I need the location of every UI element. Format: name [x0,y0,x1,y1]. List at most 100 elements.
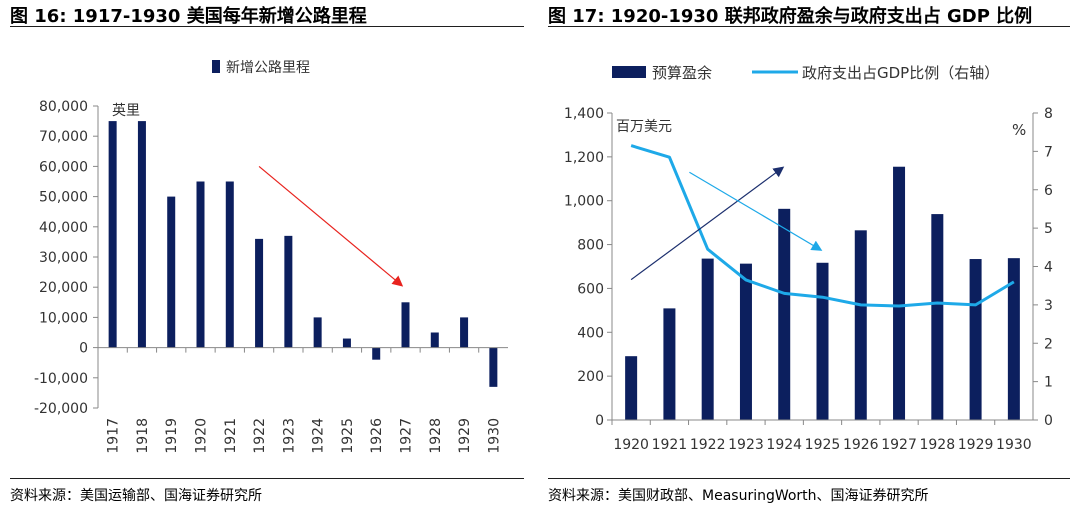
left-y-tick-label: 20,000 [39,280,88,296]
surplus-bar [931,214,944,420]
surplus-bar [854,230,867,420]
spending-line [630,144,1015,308]
right-x-tick-label: 1920 [613,437,649,453]
left-bar [196,181,205,348]
legend-label-spending: 政府支出占GDP比例（右轴） [802,64,999,82]
left-annotations [258,165,404,287]
surplus-bar [701,258,714,420]
left-bar [460,317,469,348]
right-bars [625,166,1020,420]
left-x-tick-label: 1918 [135,418,151,454]
left-x-labels: 1917 1918 1919 1920 1921 1922 1923 1924 1925 1926… [97,347,502,454]
left-y-tick-label: -20,000 [34,401,88,417]
right-y2-tick-label: 2 [1044,336,1053,352]
trend-arrow-navy [630,166,785,281]
trend-arrow-cyan [689,171,823,251]
right-x-tick-label: 1926 [843,437,879,453]
left-x-tick-label: 1927 [399,418,415,454]
right-y-tick-label: 800 [577,238,604,254]
left-bar [342,338,351,348]
left-y-ticks: -20,000 -10,000 0 10,000 20,000 30,000 40,000 5… [34,99,98,417]
surplus-bar [739,263,752,420]
right-x-tick-label: 1921 [652,437,688,453]
right-y-ticks-right: 0 1 2 3 4 5 6 7 8 [1033,106,1053,429]
right-y2-tick-label: 0 [1044,413,1053,429]
right-y2-tick-label: 4 [1044,260,1053,276]
left-x-tick-label: 1929 [457,418,473,454]
legend-swatch-mileage [212,60,220,73]
left-x-tick-label: 1924 [311,418,327,454]
title-rule-right [548,26,1070,27]
surplus-and-spending-chart: 预算盈余 政府支出占GDP比例（右轴） 百万美元 % 0200400600800… [564,64,1053,453]
right-y2-tick-label: 7 [1044,144,1053,160]
legend: 新增公路里程 [212,60,310,76]
right-y-tick-label: 200 [577,369,604,385]
right-y-tick-label: 600 [577,281,604,297]
left-y-tick-label: -10,000 [34,371,88,387]
right-x-tick-label: 1928 [919,437,955,453]
left-y-tick-label: 80,000 [39,99,88,115]
left-y-tick-label: 60,000 [39,159,88,175]
left-bar [430,332,439,348]
road-mileage-chart: 新增公路里程 英里 -20,000 -10,000 0 10,000 20,000 30,… [34,60,508,454]
left-bar [255,238,264,348]
left-x-tick-label: 1919 [164,418,180,454]
source-note-left: 资料来源：美国运输部、国海证券研究所 [10,488,262,504]
left-bar [313,317,322,348]
left-bars [108,121,498,387]
left-x-tick-label: 1923 [281,418,297,454]
left-bar [489,347,498,387]
left-bar [401,302,410,348]
source-rule-right [548,478,1070,479]
right-x-tick-label: 1925 [805,437,841,453]
left-x-tick-label: 1917 [106,418,122,454]
right-right-unit-label: % [1012,121,1026,139]
legend-label-mileage: 新增公路里程 [226,60,310,76]
source-rule-left [10,478,524,479]
left-bar [372,347,381,360]
left-y-tick-label: 0 [79,341,88,357]
figure-17-title: 图 17: 1920-1930 联邦政府盈余与政府支出占 GDP 比例 [548,6,1033,27]
left-y-tick-label: 40,000 [39,220,88,236]
spending-line-path [630,144,1015,308]
surplus-bar [816,262,829,420]
legend-swatch-surplus [612,66,646,78]
surplus-bar [969,259,982,420]
trend-arrow-red [258,165,404,287]
left-x-tick-label: 1928 [428,418,444,454]
surplus-bar [778,208,791,420]
left-y-tick-label: 30,000 [39,250,88,266]
left-x-tick-label: 1926 [369,418,385,454]
right-y2-tick-label: 6 [1044,183,1053,199]
left-x-tick-label: 1925 [340,418,356,454]
right-y2-tick-label: 1 [1044,375,1053,391]
left-unit-label: 英里 [112,102,140,119]
right-y-tick-label: 400 [577,325,604,341]
right-x-tick-label: 1927 [881,437,917,453]
left-bar [137,121,146,348]
right-y2-tick-label: 5 [1044,221,1053,237]
surplus-bar [1007,258,1020,420]
left-x-tick-label: 1922 [252,418,268,454]
right-left-unit-label: 百万美元 [616,119,672,135]
surplus-bar [625,356,638,420]
right-x-labels: 1920 1921 1922 1923 1924 1925 1926 1927 1928 1929… [611,420,1032,453]
right-annotations [630,166,823,281]
left-x-tick-label: 1920 [194,418,210,454]
left-y-tick-label: 10,000 [39,310,88,326]
left-y-tick-label: 50,000 [39,190,88,206]
right-y-tick-label: 1,400 [564,106,604,122]
right-y-tick-label: 0 [595,413,604,429]
right-y-tick-label: 1,000 [564,194,604,210]
figure-16-title: 图 16: 1917-1930 美国每年新增公路里程 [10,6,367,27]
title-rule-left [10,26,524,27]
left-bar [108,121,117,348]
right-y2-tick-label: 3 [1044,298,1053,314]
surplus-bar [893,166,906,420]
right-y-ticks-left: 0 200 400 600 800 1,000 1,200 1,400 [564,106,612,429]
left-bar [167,196,176,348]
right-x-tick-label: 1923 [728,437,764,453]
right-x-tick-label: 1929 [958,437,994,453]
left-bar [284,235,293,348]
